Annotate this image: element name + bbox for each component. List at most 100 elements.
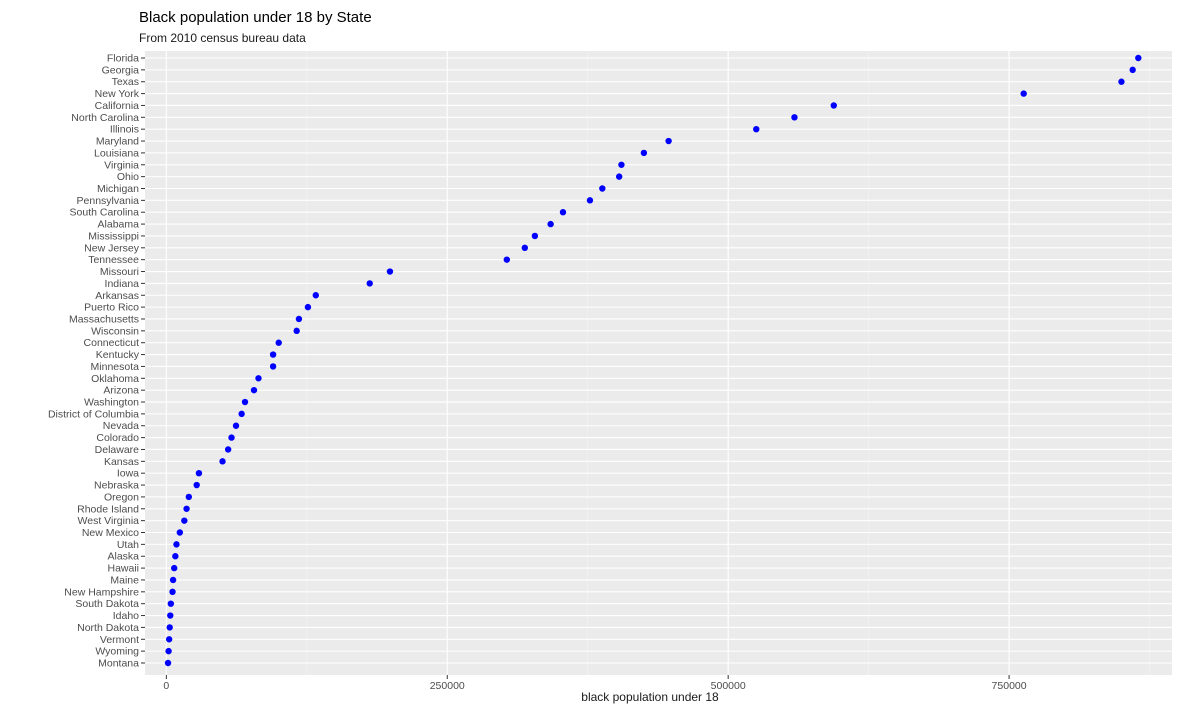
data-point	[586, 197, 594, 204]
x-tick-label: 0	[163, 680, 169, 692]
y-tick-label: Idaho	[113, 610, 139, 622]
y-tick-label: New Mexico	[82, 527, 139, 539]
y-tick-label: New York	[95, 88, 140, 100]
y-tick-label: Pennsylvania	[77, 195, 140, 207]
data-point	[615, 173, 623, 180]
data-point	[167, 612, 174, 619]
x-axis-label: black population under 18	[581, 690, 719, 704]
data-point	[386, 268, 394, 275]
data-point	[791, 114, 798, 121]
x-tick-label: 500000	[711, 680, 746, 692]
data-point	[1020, 90, 1027, 97]
y-tick-label: Arizona	[103, 385, 139, 397]
data-point	[172, 553, 179, 560]
data-point	[559, 209, 567, 216]
data-point	[269, 363, 277, 370]
data-point	[173, 541, 180, 548]
data-point	[1135, 54, 1142, 62]
data-point	[1118, 78, 1125, 85]
data-point	[304, 303, 312, 311]
data-point	[1129, 66, 1136, 74]
x-tick-label: 250000	[430, 680, 465, 692]
y-tick-label: Kentucky	[96, 349, 140, 361]
data-point	[176, 529, 184, 536]
y-tick-label: Virginia	[104, 159, 139, 171]
y-tick-label: Connecticut	[84, 337, 140, 349]
y-tick-label: New Hampshire	[64, 586, 139, 598]
chart-subtitle: From 2010 census bureau data	[139, 31, 306, 45]
y-tick-label: West Virginia	[78, 515, 140, 527]
data-point	[165, 636, 173, 643]
data-point	[366, 280, 373, 287]
data-point	[181, 517, 188, 524]
data-point	[250, 386, 258, 394]
y-tick-label: Maine	[110, 574, 139, 586]
grid-lines	[145, 51, 1172, 675]
y-tick-label: Ohio	[117, 171, 139, 183]
y-tick-label: Vermont	[100, 634, 139, 646]
data-point	[193, 481, 200, 489]
y-tick-label: Arkansas	[95, 290, 139, 302]
data-point	[219, 458, 226, 465]
data-point	[166, 624, 173, 631]
y-tick-label: Indiana	[105, 278, 140, 290]
y-tick-label: North Dakota	[77, 622, 139, 634]
y-tick-label: Louisiana	[94, 147, 139, 159]
data-point	[753, 125, 760, 133]
data-points	[164, 54, 1142, 667]
data-point	[665, 137, 672, 145]
data-point	[503, 256, 511, 263]
data-point	[255, 375, 262, 382]
y-tick-label: Michigan	[97, 183, 139, 195]
y-tick-label: Mississippi	[88, 230, 139, 242]
y-tick-label: California	[95, 100, 140, 112]
data-point	[228, 434, 235, 441]
x-axis: 0 250000 500000 750000	[163, 675, 1027, 692]
y-tick-label: Wyoming	[95, 646, 139, 658]
data-point	[312, 292, 319, 299]
data-point	[599, 185, 606, 192]
y-tick-label: Montana	[98, 658, 139, 670]
y-tick-label: Rhode Island	[77, 503, 139, 515]
y-tick-label: Alaska	[107, 551, 139, 563]
data-point	[195, 469, 203, 477]
data-point	[547, 220, 554, 228]
chart-title: Black population under 18 by State	[139, 9, 372, 26]
y-tick-label: Puerto Rico	[84, 302, 139, 314]
data-point	[164, 659, 172, 667]
y-tick-label: New Jersey	[84, 242, 140, 254]
y-tick-label: Washington	[84, 397, 139, 409]
data-point	[224, 446, 232, 453]
y-tick-label: Nebraska	[94, 480, 139, 492]
y-tick-label: Missouri	[100, 266, 139, 278]
y-tick-label: Nevada	[103, 420, 139, 432]
data-point	[640, 149, 648, 157]
data-point	[183, 505, 190, 512]
y-tick-label: Georgia	[102, 64, 140, 76]
y-tick-label: Oklahoma	[91, 373, 139, 385]
y-tick-label: South Dakota	[75, 598, 139, 610]
data-point	[241, 398, 249, 406]
y-tick-label: Massachusetts	[69, 313, 139, 325]
data-point	[171, 564, 178, 572]
y-tick-label: Iowa	[117, 468, 139, 480]
y-tick-label: Minnesota	[91, 361, 140, 373]
y-tick-label: Oregon	[104, 491, 139, 503]
data-point	[185, 493, 193, 501]
y-tick-label: Florida	[107, 53, 139, 65]
y-tick-label: District of Columbia	[48, 408, 139, 420]
data-point	[275, 339, 282, 346]
y-tick-label: Tennessee	[88, 254, 139, 266]
y-tick-label: Texas	[112, 76, 139, 88]
y-tick-label: Alabama	[98, 219, 140, 231]
x-tick-label: 750000	[992, 680, 1027, 692]
y-tick-label: Hawaii	[107, 563, 139, 575]
data-point	[169, 576, 177, 584]
data-point	[295, 315, 303, 323]
data-point	[293, 327, 300, 335]
data-point	[232, 422, 240, 429]
y-tick-label: Colorado	[96, 432, 139, 444]
plot-panel	[145, 51, 1172, 675]
